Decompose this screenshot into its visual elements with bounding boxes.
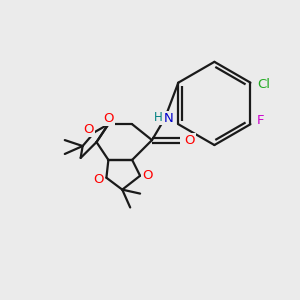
- Text: O: O: [184, 134, 195, 147]
- Text: O: O: [93, 173, 104, 186]
- Text: O: O: [83, 123, 94, 136]
- Text: H: H: [154, 111, 162, 124]
- Text: N: N: [164, 112, 174, 125]
- Text: F: F: [256, 114, 264, 127]
- Text: O: O: [103, 112, 114, 125]
- Text: Cl: Cl: [257, 78, 270, 91]
- Text: O: O: [142, 169, 152, 182]
